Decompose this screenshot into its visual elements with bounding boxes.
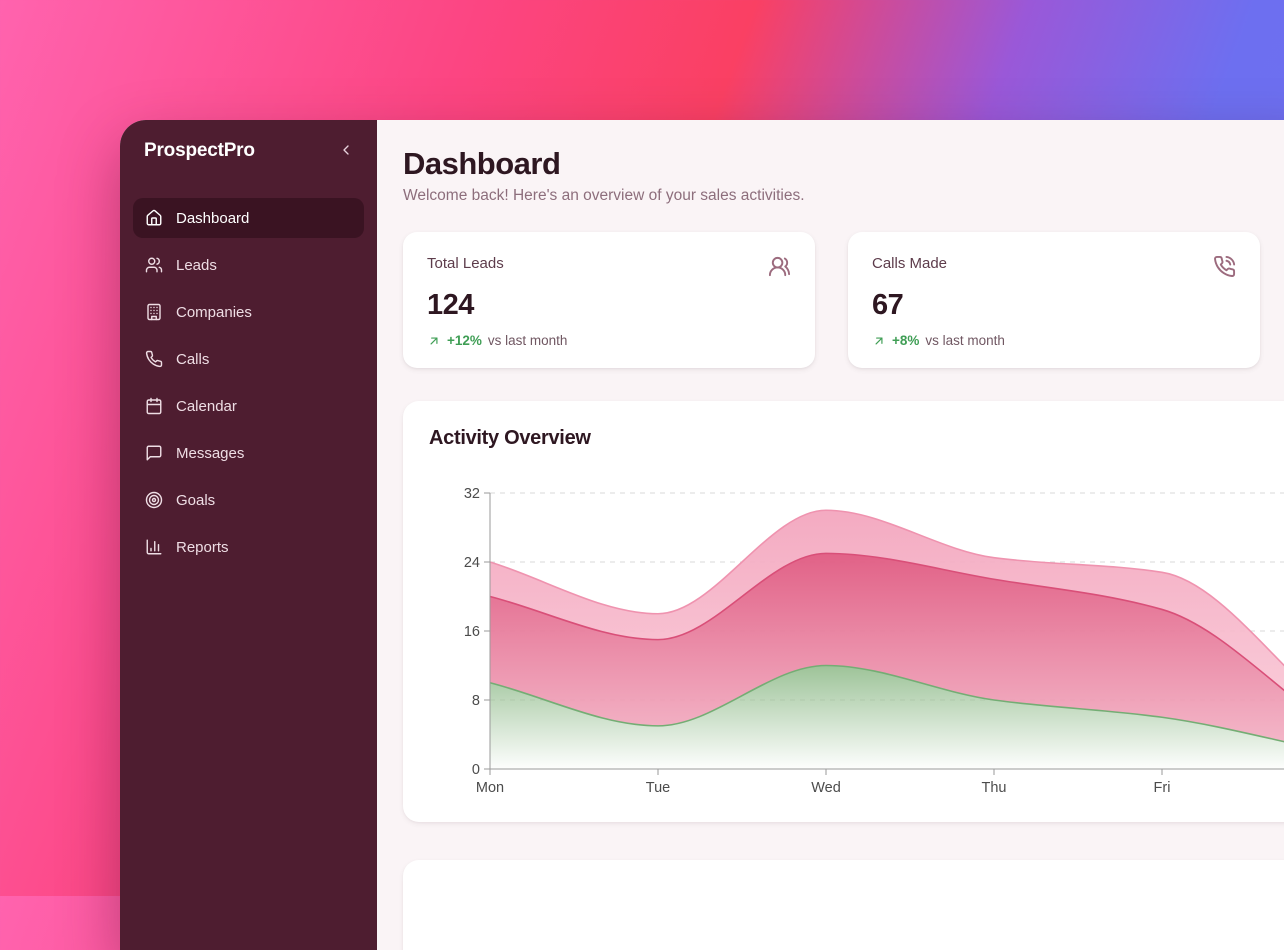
brand-logo: ProspectPro <box>144 140 255 161</box>
svg-text:0: 0 <box>472 762 480 778</box>
sidebar-nav: Dashboard Leads Companies Calls Calendar Mess… <box>133 198 364 567</box>
svg-text:32: 32 <box>464 486 480 502</box>
sidebar-header: ProspectPro <box>133 140 364 162</box>
sidebar-item-dashboard[interactable]: Dashboard <box>133 198 364 238</box>
sidebar-item-label: Messages <box>176 444 245 462</box>
phone-icon <box>145 350 163 368</box>
sidebar-item-label: Leads <box>176 256 217 274</box>
stat-label: Total Leads <box>427 255 504 272</box>
page-subtitle: Welcome back! Here's an overview of your… <box>403 187 805 204</box>
stats-row: Total Leads 124 +12% vs last month Calls… <box>403 232 1284 368</box>
next-section-card-partial <box>403 860 1284 950</box>
stat-change: +8% <box>892 333 920 348</box>
stat-value: 124 <box>427 289 474 321</box>
sidebar-item-label: Reports <box>176 538 229 556</box>
app-window: ProspectPro Dashboard Leads Companies Calls… <box>120 120 1284 950</box>
stat-change-suffix: vs last month <box>487 333 568 348</box>
svg-text:Thu: Thu <box>982 780 1007 796</box>
svg-text:Fri: Fri <box>1154 780 1171 796</box>
users-icon <box>145 256 163 274</box>
chart-column-icon <box>145 538 163 556</box>
stat-trend: +12% vs last month <box>427 333 791 348</box>
svg-text:24: 24 <box>464 555 480 571</box>
sidebar-item-label: Goals <box>176 491 216 509</box>
activity-overview-card: Activity Overview 0 8 16 24 32 Mon Tue Wed Thu Fr… <box>403 401 1284 822</box>
arrow-up-right-icon <box>427 334 441 348</box>
stat-change-suffix: vs last month <box>925 333 1005 348</box>
sidebar-item-reports[interactable]: Reports <box>133 527 364 567</box>
stat-card-calls-made: Calls Made 67 +8% vs last month <box>848 232 1260 368</box>
stat-trend: +8% vs last month <box>872 333 1236 348</box>
activity-area-chart: 0 8 16 24 32 Mon Tue Wed Thu Fri <box>464 486 1284 796</box>
users-round-icon <box>768 255 791 278</box>
stat-label: Calls Made <box>872 255 948 272</box>
svg-text:Tue: Tue <box>646 780 670 796</box>
collapse-sidebar-button[interactable] <box>335 140 357 162</box>
home-icon <box>145 209 163 227</box>
calendar-icon <box>145 397 163 415</box>
sidebar-item-companies[interactable]: Companies <box>133 292 364 332</box>
svg-text:Mon: Mon <box>476 780 504 796</box>
main-content: Dashboard Welcome back! Here's an overvi… <box>377 120 1284 950</box>
building-icon <box>145 303 163 321</box>
arrow-up-right-icon <box>872 334 886 348</box>
stat-value: 67 <box>872 289 904 321</box>
sidebar-item-calls[interactable]: Calls <box>133 339 364 379</box>
sidebar-item-messages[interactable]: Messages <box>133 433 364 473</box>
svg-text:16: 16 <box>464 624 480 640</box>
sidebar-item-label: Calendar <box>176 397 237 415</box>
sidebar: ProspectPro Dashboard Leads Companies Calls… <box>120 120 377 950</box>
message-square-icon <box>145 444 163 462</box>
chevron-left-icon <box>338 142 354 161</box>
svg-text:Wed: Wed <box>811 780 841 796</box>
page-title: Dashboard <box>403 146 561 181</box>
stat-change: +12% <box>447 333 482 348</box>
sidebar-item-label: Dashboard <box>176 209 250 227</box>
chart-title: Activity Overview <box>429 427 591 449</box>
sidebar-item-label: Companies <box>176 303 252 321</box>
stat-card-total-leads: Total Leads 124 +12% vs last month <box>403 232 815 368</box>
phone-call-icon <box>1213 255 1236 278</box>
sidebar-item-label: Calls <box>176 350 210 368</box>
sidebar-item-goals[interactable]: Goals <box>133 480 364 520</box>
sidebar-item-leads[interactable]: Leads <box>133 245 364 285</box>
sidebar-item-calendar[interactable]: Calendar <box>133 386 364 426</box>
svg-text:8: 8 <box>472 693 480 709</box>
target-icon <box>145 491 163 509</box>
